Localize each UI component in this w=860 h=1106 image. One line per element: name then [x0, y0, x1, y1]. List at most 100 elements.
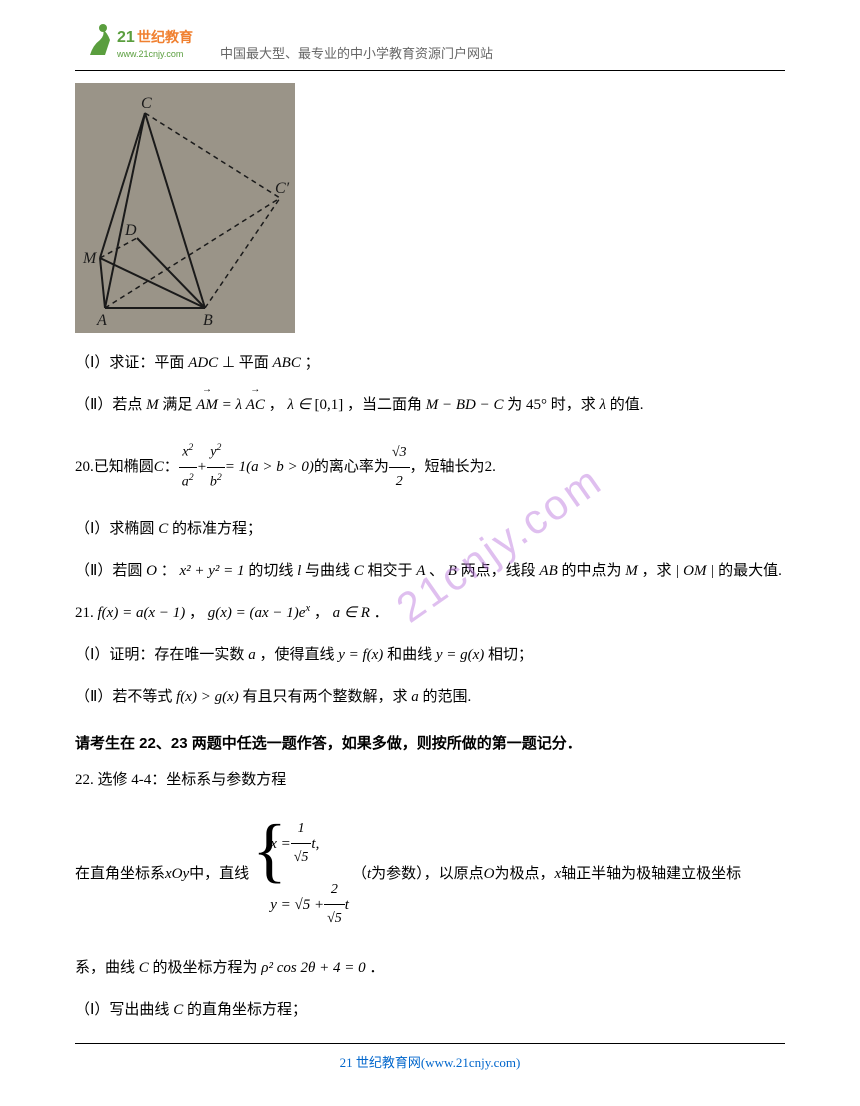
text: .: [492, 452, 496, 482]
svg-text:A: A: [96, 312, 107, 329]
text: B: [448, 563, 457, 579]
text: ADC: [188, 355, 222, 371]
text: 相切；: [488, 647, 533, 663]
problem-22-title: 22. 选修 4-4：坐标系与参数方程: [75, 765, 785, 795]
math-expr: y = f(x): [338, 647, 387, 663]
svg-text:21: 21: [117, 29, 135, 46]
text: 时，求: [551, 397, 596, 413]
text: （Ⅱ）若不等式: [75, 689, 172, 705]
math-expr: = 1(a > b > 0): [225, 452, 314, 482]
text: λ: [600, 397, 607, 413]
text: 的中点为: [561, 563, 621, 579]
parametric-system: { x = 1 √5 t, y = √5 + 2 √5 t: [252, 813, 349, 935]
text: 为极点，: [494, 859, 554, 889]
text: 为: [507, 397, 522, 413]
text: C: [139, 960, 149, 976]
problem-19-part1: （Ⅰ）求证：平面 ADC ⊥ 平面 ABC ；: [75, 348, 785, 378]
text: ：: [161, 563, 176, 579]
math-var: AB: [539, 563, 561, 579]
svg-text:C: C: [141, 95, 152, 112]
vector-notation: →AC: [246, 390, 265, 420]
footer-url: (www.21cnjy.com): [421, 1055, 520, 1070]
svg-text:C′: C′: [275, 180, 290, 197]
text: 2: [485, 459, 493, 475]
text: l: [297, 563, 301, 579]
text: （Ⅱ）若点: [75, 397, 142, 413]
logo-icon: 21 世纪教育 www.21cnjy.com: [75, 20, 215, 65]
text: ，使得直线: [259, 647, 334, 663]
text: （Ⅰ）写出曲线: [75, 1002, 169, 1018]
math-expr: y = g(x): [436, 647, 488, 663]
math-expr: a ∈ R: [333, 605, 370, 621]
text: 45°: [526, 397, 547, 413]
text: √5: [324, 905, 345, 933]
text: 两点，线段: [461, 563, 536, 579]
text: 中，直线: [189, 859, 249, 889]
text: [0,1]: [314, 397, 343, 413]
math-var: C: [158, 521, 172, 537]
problem-number: 21.: [75, 605, 98, 621]
math-var: C: [173, 1002, 187, 1018]
text: y = g(x): [436, 647, 484, 663]
svg-text:www.21cnjy.com: www.21cnjy.com: [116, 49, 183, 59]
text: C: [154, 459, 164, 475]
math-expr: g(x) = (ax − 1)ex: [208, 605, 310, 621]
text: xOy: [165, 866, 189, 882]
math-var: M: [146, 397, 162, 413]
choice-instruction: 请考生在 22、23 两题中任选一题作答，如果多做，则按所做的第一题记分．: [75, 732, 785, 753]
text: 在直角坐标系: [75, 859, 165, 889]
problem-19-part2: （Ⅱ）若点 M 满足 →AM = λ →AC ， λ ∈ [0,1] ，当二面角…: [75, 390, 785, 420]
problem-22-body2: 系，曲线 C 的极坐标方程为 ρ² cos 2θ + 4 = 0 ．: [75, 953, 785, 983]
text: 2: [389, 468, 410, 496]
site-logo: 21 世纪教育 www.21cnjy.com: [75, 20, 215, 65]
text: a: [248, 647, 256, 663]
text: g(x) = (ax − 1)e: [208, 605, 306, 621]
math-var: C: [354, 563, 368, 579]
text: O: [146, 563, 157, 579]
math-var: A: [416, 563, 429, 579]
svg-text:D: D: [124, 222, 137, 239]
math-expr: x² + y² = 1: [180, 563, 245, 579]
text: （: [352, 859, 367, 889]
text: y = f(x): [338, 647, 383, 663]
svg-text:B: B: [203, 312, 213, 329]
fraction: √3 2: [389, 439, 410, 496]
text: M − BD − C: [426, 397, 504, 413]
text: ，短轴长为: [410, 452, 485, 482]
math-var: B: [448, 563, 461, 579]
math-var: λ: [600, 397, 610, 413]
math-var: M: [625, 563, 641, 579]
text: M: [625, 563, 638, 579]
text: 相交于: [368, 563, 413, 579]
text: 与曲线: [305, 563, 350, 579]
text: 2: [324, 876, 345, 905]
math-expr: f(x) = a(x − 1): [98, 605, 186, 621]
text: AB: [539, 563, 557, 579]
math-var: C: [139, 960, 153, 976]
text: 、: [429, 563, 444, 579]
text: ；: [305, 355, 320, 371]
problem-20-part2: （Ⅱ）若圆 O ： x² + y² = 1 的切线 l 与曲线 C 相交于 A …: [75, 556, 785, 586]
math-var: O: [484, 859, 495, 889]
text: C: [354, 563, 364, 579]
text: ，: [189, 605, 204, 621]
text: ，: [314, 605, 329, 621]
fraction: 2 √5: [324, 876, 345, 933]
footer-site-name: 21 世纪教育网: [340, 1055, 421, 1070]
text: ．: [369, 960, 384, 976]
problem-number: 20.: [75, 452, 94, 482]
math-var: C: [154, 452, 164, 482]
text: 的离心率为: [314, 452, 389, 482]
text: x: [555, 866, 562, 882]
math-var: M − BD − C: [426, 397, 508, 413]
text: C: [158, 521, 168, 537]
text: a: [182, 474, 189, 489]
text: O: [484, 866, 495, 882]
text: （Ⅰ）证明：存在唯一实数: [75, 647, 244, 663]
main-content: C C′ D M A B （Ⅰ）求证：平面 ADC ⊥ 平面 ABC ； （Ⅱ）…: [0, 71, 860, 1025]
problem-21-part2: （Ⅱ）若不等式 f(x) > g(x) 有且只有两个整数解，求 a 的范围.: [75, 682, 785, 712]
text: ，求: [642, 563, 672, 579]
text: 的直角坐标方程；: [187, 1002, 307, 1018]
math-var: ADC: [188, 355, 218, 371]
text: √3: [389, 439, 410, 468]
